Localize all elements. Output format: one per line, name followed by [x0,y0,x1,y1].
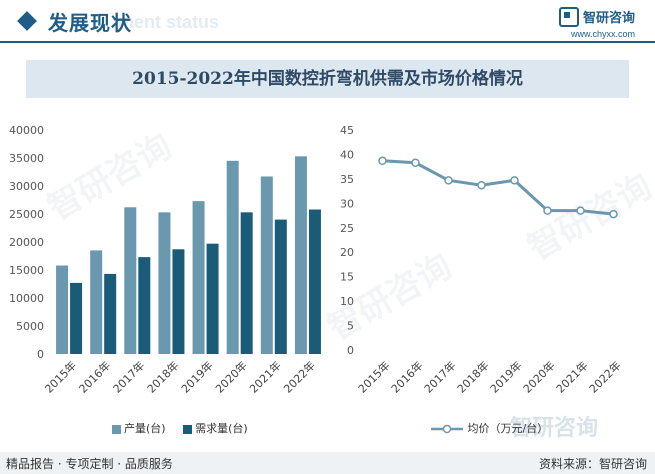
header-divider [0,41,655,43]
price-point [378,156,387,166]
bar-supply [90,250,103,354]
footer-source: 资料来源：智研咨询 [538,457,647,471]
bar-demand [240,212,253,354]
brand-name: 智研咨询 [582,11,635,26]
bar-demand [206,243,219,354]
x-tick-label: 2019年 [487,358,524,395]
bar-legend: 产量(台) 需求量(台) [112,420,248,436]
header: ment status 发展现状 智研咨询 www.chyxx.com [0,0,655,46]
bar-supply [158,212,171,354]
legend-label-demand: 需求量(台) [195,422,248,435]
x-tick-label: 2018年 [454,358,491,395]
price-point [477,180,486,190]
section-title: 发展现状 [48,11,132,35]
brand: 智研咨询 www.chyxx.com [558,6,635,39]
legend-swatch-supply [112,424,121,434]
x-tick-label: 2021年 [553,358,590,395]
y-tick-label: 35000 [9,152,44,165]
legend-label-supply: 产量(台) [124,422,166,435]
x-tick-label: 2021年 [246,358,283,395]
section-title-en: ment status [118,12,220,32]
line-chart: 0510152025303540452015年2016年2017年2018年20… [340,124,624,396]
bar-demand [138,257,151,354]
x-tick-label: 2022年 [586,358,623,395]
y-tick-label: 35 [340,173,354,186]
bar-demand [274,219,287,354]
price-point [576,206,585,215]
x-tick-label: 2016年 [388,358,425,395]
legend-item-demand: 需求量(台) [183,422,248,435]
price-point [543,206,552,215]
y-tick-label: 40 [340,148,354,161]
price-point [510,176,519,185]
brand-watermark: 智研咨询 [510,416,599,441]
bar-demand [104,273,117,354]
chart-title-band: 2015-2022年中国数控折弯机供需及市场价格情况 [26,60,629,98]
y-tick-label: 15000 [9,264,44,277]
y-tick-label: 25 [340,222,354,235]
bar-supply [192,201,205,354]
y-tick-label: 0 [37,348,44,361]
x-tick-label: 2017年 [421,358,458,395]
y-tick-label: 45 [340,124,354,137]
x-tick-label: 2017年 [110,358,147,395]
y-tick-label: 0 [347,344,354,357]
bar-supply [124,207,137,354]
y-tick-label: 20000 [9,236,44,249]
y-tick-label: 10 [340,295,354,308]
legend-item-supply: 产量(台) [112,422,169,435]
y-tick-label: 25000 [9,208,44,221]
brand-url: www.chyxx.com [570,28,635,39]
bar-supply [294,156,307,354]
price-point [444,176,453,185]
legend-swatch-demand [183,424,193,434]
y-tick-label: 20 [340,246,354,259]
bar-demand [172,249,185,354]
y-tick-label: 5 [347,320,354,333]
bar-supply [226,160,239,354]
y-tick-label: 30000 [9,180,44,193]
x-tick-label: 2019年 [178,358,215,395]
y-tick-label: 30 [340,197,354,210]
bar-demand [308,209,321,354]
line-legend: 均价（万元/台） [430,420,548,436]
x-tick-label: 2015年 [355,358,392,395]
price-point [411,158,420,168]
y-tick-label: 40000 [9,124,44,137]
y-tick-label: 10000 [9,292,44,305]
price-point [609,209,618,219]
footer-slogan: 精品报告 · 专项定制 · 品质服务 [6,457,173,471]
price-line [382,159,614,216]
x-tick-label: 2016年 [76,358,113,395]
legend-label-price: 均价（万元/台） [467,422,549,435]
x-tick-label: 2022年 [281,358,318,395]
x-tick-label: 2015年 [42,358,79,395]
bar-chart: 0 5000 10000 15000 20000 25000 30000 35000 40000… [9,124,321,396]
x-tick-label: 2020年 [520,358,557,395]
y-tick-label: 5000 [16,320,44,333]
chart-title: 2015-2022年中国数控折弯机供需及市场价格情况 [132,69,523,89]
bar-supply [260,176,273,354]
x-tick-label: 2020年 [212,358,249,395]
x-tick-label: 2018年 [144,358,181,395]
brand-logo-icon [558,6,579,27]
legend-line-marker [431,424,463,434]
diamond-icon [17,11,37,31]
y-tick-label: 15 [340,271,354,284]
bar-supply [56,265,69,354]
footer: 精品报告 · 专项定制 · 品质服务 资料来源：智研咨询 [0,452,655,474]
bar-demand [70,282,83,354]
